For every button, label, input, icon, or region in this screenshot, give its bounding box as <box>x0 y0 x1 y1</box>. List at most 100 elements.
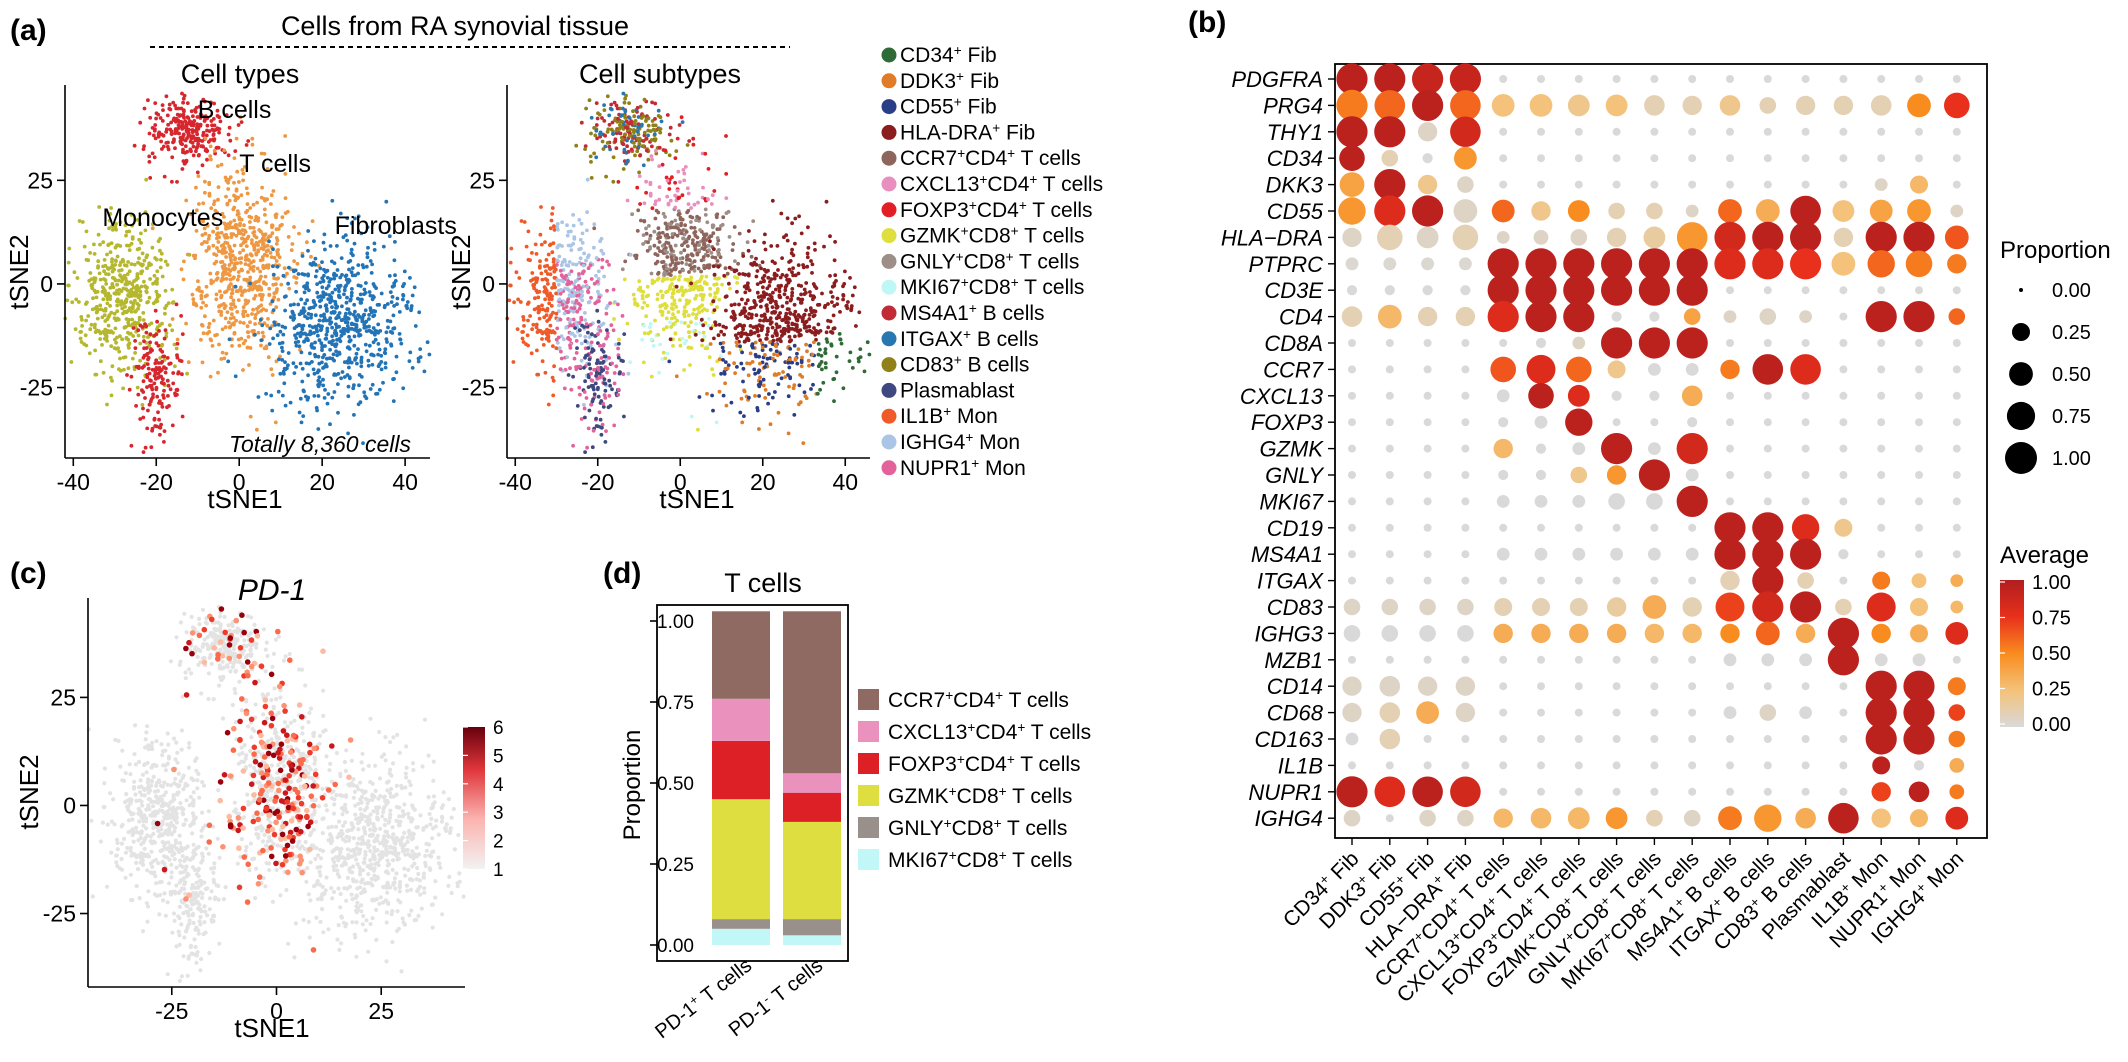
cell-point <box>258 258 263 263</box>
subtype-point <box>685 253 690 258</box>
expression-point <box>184 630 189 635</box>
cell-point <box>410 366 415 370</box>
cell-point <box>103 308 108 313</box>
cell-point <box>154 358 159 363</box>
cell-point <box>155 319 160 324</box>
expression-point <box>300 725 305 730</box>
subtype-point <box>689 346 694 350</box>
cell-point <box>292 371 297 375</box>
expression-point <box>232 809 237 814</box>
subtype-point <box>673 267 678 272</box>
subtype-point <box>670 232 675 236</box>
expression-point <box>237 659 242 664</box>
cell-point <box>245 202 250 207</box>
subtype-point <box>628 252 633 257</box>
subtype-point <box>622 332 627 336</box>
subtype-point <box>723 381 727 386</box>
subtype-point <box>823 347 828 352</box>
cell-point <box>253 332 257 337</box>
cell-point <box>320 285 325 290</box>
cell-point <box>347 339 352 343</box>
cell-point <box>181 100 186 105</box>
cell-point <box>154 385 159 390</box>
subtype-point <box>559 349 563 354</box>
subtype-point <box>715 305 719 310</box>
subtype-point <box>665 113 670 117</box>
subtype-point <box>738 410 743 415</box>
expression-point <box>235 638 240 643</box>
cell-point <box>222 221 227 226</box>
cell-point <box>268 326 273 331</box>
subtype-point <box>633 302 637 307</box>
legend-entry: IGHG4+ Mon <box>900 430 1020 455</box>
cell-point <box>409 304 414 308</box>
cell-point <box>173 146 177 151</box>
cell-point <box>114 222 118 226</box>
subtype-point <box>545 327 549 332</box>
cell-point <box>325 275 330 280</box>
cell-point <box>370 362 375 367</box>
subtype-point <box>685 186 690 191</box>
subtype-point <box>659 119 664 124</box>
subtype-point <box>613 300 617 304</box>
cell-point <box>270 373 275 377</box>
expression-point <box>267 835 272 840</box>
subtype-point <box>774 344 779 349</box>
cell-point <box>117 268 121 273</box>
cell-point <box>313 274 318 279</box>
cell-point <box>192 302 196 307</box>
subtype-point <box>598 329 603 333</box>
subtype-point <box>653 117 657 121</box>
subtype-point <box>722 332 726 337</box>
subtype-point <box>556 288 561 293</box>
subtype-point <box>610 387 614 392</box>
cell-point <box>156 239 161 244</box>
cell-point <box>236 274 241 279</box>
cell-point <box>222 246 227 250</box>
cell-point <box>274 305 279 310</box>
cell-point <box>269 367 274 372</box>
subtype-point <box>588 366 593 371</box>
subtype-point <box>603 354 608 359</box>
expression-point <box>261 627 266 632</box>
cell-point <box>65 298 70 303</box>
subtype-point <box>641 163 646 168</box>
cell-point <box>108 250 113 255</box>
subtype-point <box>607 144 612 149</box>
subtype-point <box>585 177 590 182</box>
cell-point <box>151 392 156 397</box>
cell-point <box>270 299 275 304</box>
cell-point <box>358 298 363 303</box>
cell-point <box>211 280 216 284</box>
expression-point <box>306 720 311 725</box>
subtype-point <box>773 287 778 292</box>
subtype-point <box>708 342 713 346</box>
subtype-point <box>781 326 786 331</box>
subtype-point <box>787 365 792 370</box>
subtype-point <box>683 165 688 169</box>
subtype-point <box>831 313 836 318</box>
cell-point <box>108 294 113 299</box>
subtype-point <box>594 256 599 260</box>
cell-point <box>219 293 224 298</box>
subtype-point <box>555 278 560 283</box>
subtype-point <box>664 316 669 321</box>
subtype-point <box>559 273 564 278</box>
subtype-point <box>538 259 542 264</box>
cell-point <box>330 342 334 346</box>
cell-point <box>201 219 206 223</box>
subtype-point <box>550 250 555 255</box>
subtype-point <box>571 443 575 448</box>
subtype-point <box>660 230 665 235</box>
cell-subtypes-xlabel: tSNE1 <box>659 484 734 514</box>
subtype-point <box>646 293 651 298</box>
subtype-point <box>600 422 605 427</box>
subtype-point <box>816 330 821 335</box>
cell-point <box>248 320 252 325</box>
expression-point <box>186 667 192 672</box>
subtype-point <box>592 392 597 397</box>
expression-point <box>327 768 332 773</box>
cell-point <box>369 271 374 275</box>
subtype-point <box>706 197 710 202</box>
cell-point <box>352 241 357 246</box>
